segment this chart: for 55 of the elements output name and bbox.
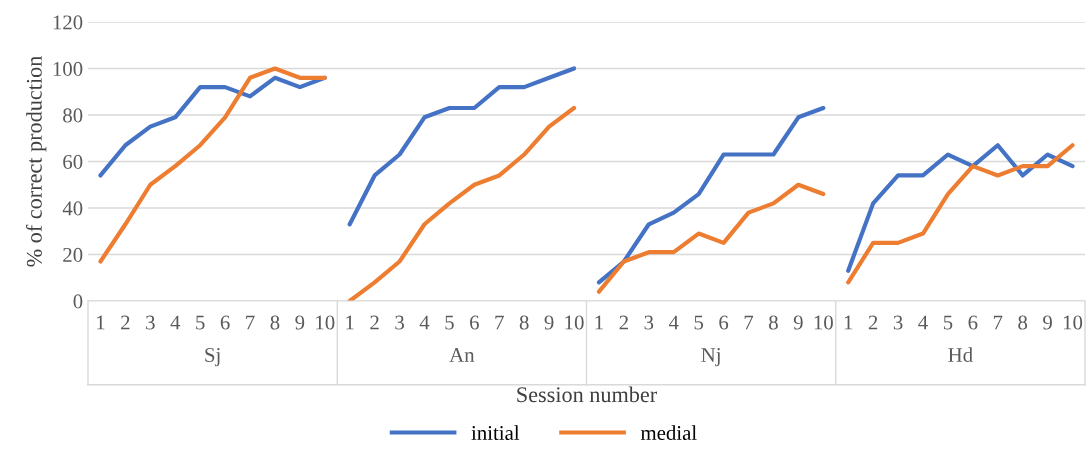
x-tick-label: 8	[769, 315, 778, 330]
legend-label: initial	[471, 425, 520, 441]
x-tick-label: 5	[196, 315, 205, 330]
x-tick-label: 6	[968, 315, 978, 330]
x-tick-label: 6	[719, 315, 729, 330]
x-tick-label: 4	[668, 315, 679, 330]
x-tick-label: 5	[943, 315, 953, 330]
x-tick-label: 4	[918, 315, 928, 330]
x-tick-label: 1	[844, 315, 853, 330]
y-axis-title: % of correct production	[25, 56, 47, 267]
x-tick-label: 2	[868, 315, 878, 330]
x-tick-label: 1	[97, 315, 105, 330]
x-tick-label: 1	[595, 315, 603, 330]
x-tick-label: 6	[220, 315, 230, 330]
x-tick-label: 9	[295, 315, 305, 330]
x-tick-label: 1	[346, 315, 354, 330]
x-tick-label: 8	[1018, 315, 1028, 330]
x-tick-label: 7	[246, 315, 255, 330]
legend-label: medial	[640, 425, 697, 441]
x-tick-label: 9	[1043, 315, 1052, 330]
x-tick-label: 5	[445, 315, 454, 330]
x-tick-label: 2	[121, 315, 130, 330]
x-tick-label: 2	[619, 315, 628, 330]
x-tick-label: 7	[495, 315, 504, 330]
x-tick-label: 3	[893, 315, 903, 330]
text: Nj	[701, 348, 720, 367]
x-tick-label: 5	[694, 315, 704, 330]
x-tick-label: 9	[544, 315, 554, 330]
text: An	[449, 348, 475, 362]
x-tick-label: 6	[470, 315, 479, 330]
x-tick-label: 3	[146, 315, 155, 330]
x-tick-label: 4	[170, 315, 181, 330]
x-tick-label: 9	[793, 315, 803, 330]
x-tick-label: 10	[1063, 315, 1083, 330]
x-tick-label: 10	[565, 315, 584, 330]
text: Hd	[948, 347, 973, 363]
y-tick-label: 20	[63, 247, 83, 262]
x-tick-label: 3	[644, 315, 654, 330]
x-tick-label: 2	[370, 315, 379, 330]
x-tick-label: 7	[744, 315, 754, 330]
y-tick-label: 60	[63, 154, 83, 169]
x-tick-label: 8	[519, 315, 529, 330]
y-tick-label: 40	[62, 201, 83, 216]
y-tick-label: 100	[53, 61, 83, 76]
x-tick-label: 10	[814, 315, 833, 330]
text: Sj	[205, 348, 220, 367]
y-tick-label: 120	[53, 15, 83, 30]
x-tick-label: 3	[395, 315, 404, 330]
y-tick-label: 80	[63, 108, 83, 123]
x-axis-title: Session number	[517, 386, 657, 403]
x-tick-label: 7	[993, 315, 1003, 330]
x-tick-label: 10	[316, 315, 335, 330]
x-tick-label: 4	[419, 315, 430, 330]
x-tick-label: 8	[270, 315, 280, 330]
y-tick-label: 0	[73, 294, 83, 309]
